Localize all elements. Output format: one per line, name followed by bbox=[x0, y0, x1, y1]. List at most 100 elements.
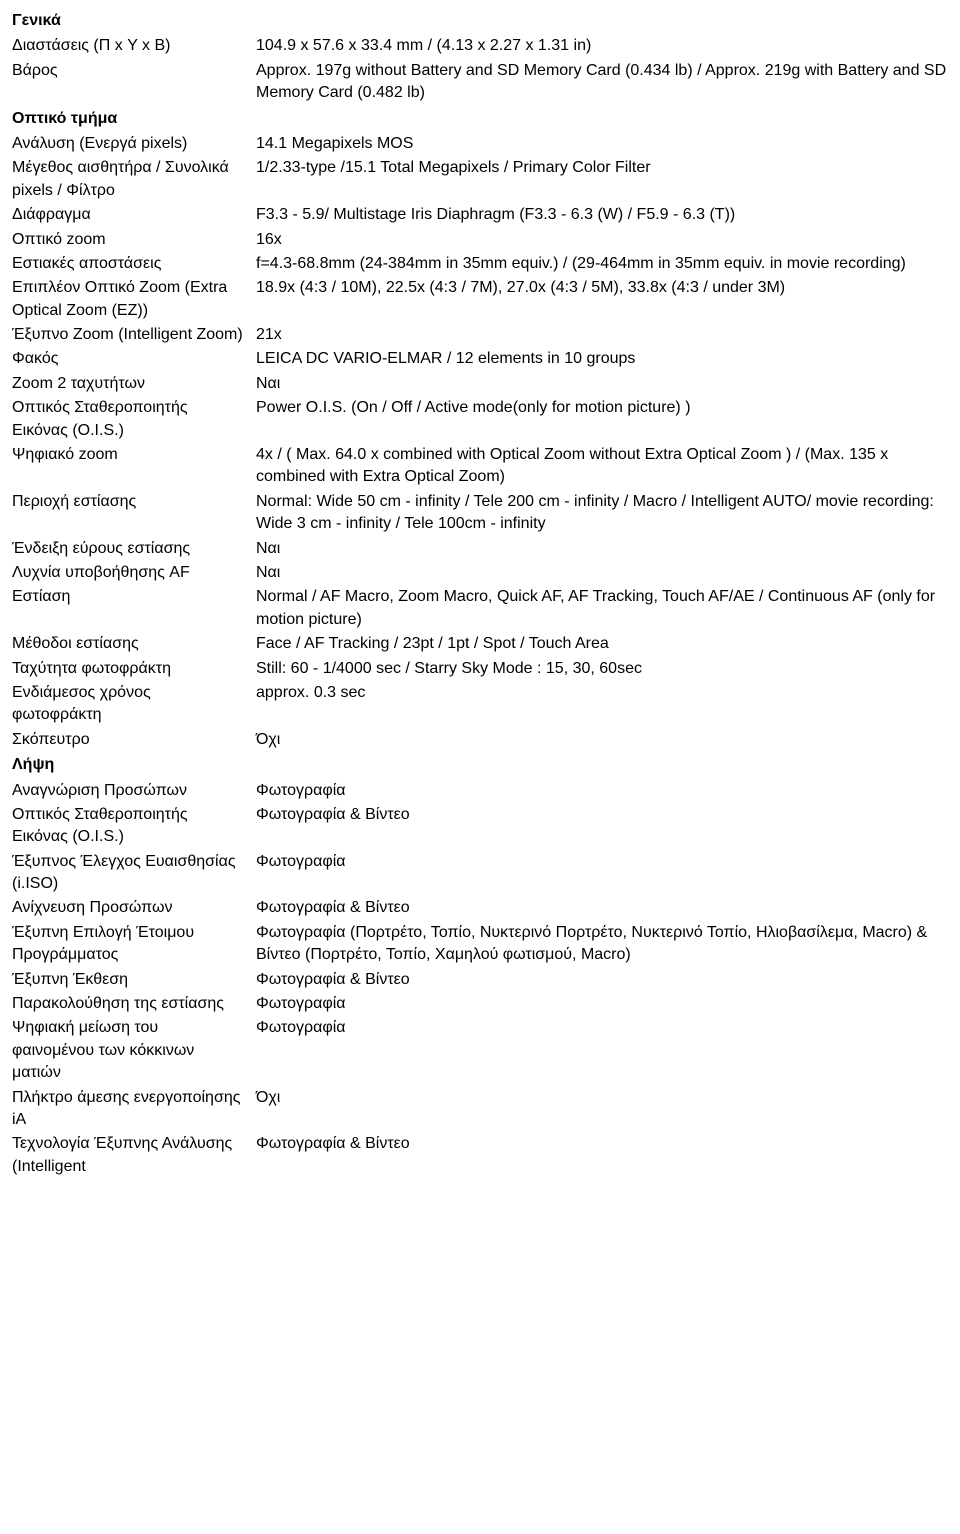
spec-label: Έξυπνη Έκθεση bbox=[12, 968, 252, 992]
spec-row: ΔιάφραγμαF3.3 - 5.9/ Multistage Iris Dia… bbox=[12, 203, 948, 227]
spec-value: Φωτογραφία & Βίντεο bbox=[252, 803, 948, 850]
spec-value: Όχι bbox=[252, 728, 948, 752]
spec-value: LEICA DC VARIO-ELMAR / 12 elements in 10… bbox=[252, 347, 948, 371]
spec-label: Εστιακές αποστάσεις bbox=[12, 252, 252, 276]
spec-row: ΒάροςApprox. 197g without Battery and SD… bbox=[12, 59, 948, 106]
spec-value: Φωτογραφία & Βίντεο bbox=[252, 896, 948, 920]
spec-label: Σκόπευτρο bbox=[12, 728, 252, 752]
spec-row: Ανάλυση (Ενεργά pixels)14.1 Megapixels M… bbox=[12, 132, 948, 156]
spec-row: Μέγεθος αισθητήρα / Συνολικά pixels / Φί… bbox=[12, 156, 948, 203]
spec-row: Ψηφιακό zoom4x / ( Max. 64.0 x combined … bbox=[12, 443, 948, 490]
spec-label: Βάρος bbox=[12, 59, 252, 106]
spec-label: Μέθοδοι εστίασης bbox=[12, 632, 252, 656]
spec-label: Αναγνώριση Προσώπων bbox=[12, 779, 252, 803]
spec-row: Ταχύτητα φωτοφράκτηStill: 60 - 1/4000 se… bbox=[12, 657, 948, 681]
spec-value: Φωτογραφία bbox=[252, 1016, 948, 1085]
spec-value: Φωτογραφία & Βίντεο bbox=[252, 1132, 948, 1179]
spec-value: Φωτογραφία bbox=[252, 992, 948, 1016]
spec-table-general: Διαστάσεις (Π x Υ x Β)104.9 x 57.6 x 33.… bbox=[12, 34, 948, 105]
spec-row: Ψηφιακή μείωση του φαινομένου των κόκκιν… bbox=[12, 1016, 948, 1085]
spec-row: Λυχνία υποβοήθησης AFΝαι bbox=[12, 561, 948, 585]
spec-value: 104.9 x 57.6 x 33.4 mm / (4.13 x 2.27 x … bbox=[252, 34, 948, 58]
spec-value: Power O.I.S. (On / Off / Active mode(onl… bbox=[252, 396, 948, 443]
spec-value: Φωτογραφία & Βίντεο bbox=[252, 968, 948, 992]
spec-label: Έξυπνο Zoom (Intelligent Zoom) bbox=[12, 323, 252, 347]
spec-value: Όχι bbox=[252, 1086, 948, 1133]
spec-row: Έξυπνη Επιλογή Έτοιμου ΠρογράμματοςΦωτογ… bbox=[12, 921, 948, 968]
spec-value: Φωτογραφία bbox=[252, 779, 948, 803]
spec-value: Ναι bbox=[252, 561, 948, 585]
spec-label: Περιοχή εστίασης bbox=[12, 490, 252, 537]
spec-value: Ναι bbox=[252, 537, 948, 561]
spec-value: Normal / AF Macro, Zoom Macro, Quick AF,… bbox=[252, 585, 948, 632]
spec-row: Τεχνολογία Έξυπνης Ανάλυσης (Intelligent… bbox=[12, 1132, 948, 1179]
section-header-optical: Οπτικό τμήμα bbox=[12, 108, 948, 130]
section-header-general: Γενικά bbox=[12, 10, 948, 32]
spec-label: Επιπλέον Οπτικό Zoom (Extra Optical Zoom… bbox=[12, 276, 252, 323]
spec-row: ΣκόπευτροΌχι bbox=[12, 728, 948, 752]
spec-label: Zoom 2 ταχυτήτων bbox=[12, 372, 252, 396]
spec-label: Ενδιάμεσος χρόνος φωτοφράκτη bbox=[12, 681, 252, 728]
spec-label: Έξυπνη Επιλογή Έτοιμου Προγράμματος bbox=[12, 921, 252, 968]
spec-row: Έξυπνη ΈκθεσηΦωτογραφία & Βίντεο bbox=[12, 968, 948, 992]
spec-value: 1/2.33-type /15.1 Total Megapixels / Pri… bbox=[252, 156, 948, 203]
spec-value: F3.3 - 5.9/ Multistage Iris Diaphragm (F… bbox=[252, 203, 948, 227]
spec-label: Ταχύτητα φωτοφράκτη bbox=[12, 657, 252, 681]
spec-label: Ανίχνευση Προσώπων bbox=[12, 896, 252, 920]
spec-value: 18.9x (4:3 / 10M), 22.5x (4:3 / 7M), 27.… bbox=[252, 276, 948, 323]
spec-row: Αναγνώριση ΠροσώπωνΦωτογραφία bbox=[12, 779, 948, 803]
spec-row: Διαστάσεις (Π x Υ x Β)104.9 x 57.6 x 33.… bbox=[12, 34, 948, 58]
spec-value: Normal: Wide 50 cm - infinity / Tele 200… bbox=[252, 490, 948, 537]
spec-value: 16x bbox=[252, 228, 948, 252]
spec-row: Περιοχή εστίασηςNormal: Wide 50 cm - inf… bbox=[12, 490, 948, 537]
spec-label: Ανάλυση (Ενεργά pixels) bbox=[12, 132, 252, 156]
spec-value: approx. 0.3 sec bbox=[252, 681, 948, 728]
spec-label: Οπτικός Σταθεροποιητής Εικόνας (O.I.S.) bbox=[12, 396, 252, 443]
spec-label: Διάφραγμα bbox=[12, 203, 252, 227]
spec-row: Επιπλέον Οπτικό Zoom (Extra Optical Zoom… bbox=[12, 276, 948, 323]
spec-label: Οπτικός Σταθεροποιητής Εικόνας (O.I.S.) bbox=[12, 803, 252, 850]
spec-label: Έξυπνος Έλεγχος Ευαισθησίας (i.ISO) bbox=[12, 850, 252, 897]
spec-table-optical: Ανάλυση (Ενεργά pixels)14.1 Megapixels M… bbox=[12, 132, 948, 752]
spec-table-capture: Αναγνώριση ΠροσώπωνΦωτογραφίαΟπτικός Στα… bbox=[12, 779, 948, 1180]
spec-row: Πλήκτρο άμεσης ενεργοποίησης iAΌχι bbox=[12, 1086, 948, 1133]
spec-label: Εστίαση bbox=[12, 585, 252, 632]
spec-value: Φωτογραφία (Πορτρέτο, Τοπίο, Νυκτερινό Π… bbox=[252, 921, 948, 968]
spec-value: Face / AF Tracking / 23pt / 1pt / Spot /… bbox=[252, 632, 948, 656]
spec-row: Ένδειξη εύρους εστίασηςΝαι bbox=[12, 537, 948, 561]
spec-row: Εστιακές αποστάσειςf=4.3-68.8mm (24-384m… bbox=[12, 252, 948, 276]
spec-label: Παρακολούθηση της εστίασης bbox=[12, 992, 252, 1016]
spec-row: Οπτικός Σταθεροποιητής Εικόνας (O.I.S.)Φ… bbox=[12, 803, 948, 850]
spec-value: Φωτογραφία bbox=[252, 850, 948, 897]
spec-row: Zoom 2 ταχυτήτωνΝαι bbox=[12, 372, 948, 396]
spec-label: Διαστάσεις (Π x Υ x Β) bbox=[12, 34, 252, 58]
spec-label: Τεχνολογία Έξυπνης Ανάλυσης (Intelligent bbox=[12, 1132, 252, 1179]
spec-label: Μέγεθος αισθητήρα / Συνολικά pixels / Φί… bbox=[12, 156, 252, 203]
spec-row: Οπτικό zoom16x bbox=[12, 228, 948, 252]
spec-row: Παρακολούθηση της εστίασηςΦωτογραφία bbox=[12, 992, 948, 1016]
spec-label: Ψηφιακή μείωση του φαινομένου των κόκκιν… bbox=[12, 1016, 252, 1085]
spec-row: Οπτικός Σταθεροποιητής Εικόνας (O.I.S.)P… bbox=[12, 396, 948, 443]
spec-document: Γενικά Διαστάσεις (Π x Υ x Β)104.9 x 57.… bbox=[12, 10, 948, 1179]
spec-row: Ανίχνευση ΠροσώπωνΦωτογραφία & Βίντεο bbox=[12, 896, 948, 920]
spec-value: 21x bbox=[252, 323, 948, 347]
spec-row: ΕστίασηNormal / AF Macro, Zoom Macro, Qu… bbox=[12, 585, 948, 632]
spec-label: Οπτικό zoom bbox=[12, 228, 252, 252]
spec-label: Ψηφιακό zoom bbox=[12, 443, 252, 490]
section-header-capture: Λήψη bbox=[12, 754, 948, 776]
spec-value: Ναι bbox=[252, 372, 948, 396]
spec-row: Έξυπνο Zoom (Intelligent Zoom)21x bbox=[12, 323, 948, 347]
spec-value: 4x / ( Max. 64.0 x combined with Optical… bbox=[252, 443, 948, 490]
spec-label: Πλήκτρο άμεσης ενεργοποίησης iA bbox=[12, 1086, 252, 1133]
spec-value: Approx. 197g without Battery and SD Memo… bbox=[252, 59, 948, 106]
spec-value: f=4.3-68.8mm (24-384mm in 35mm equiv.) /… bbox=[252, 252, 948, 276]
spec-value: 14.1 Megapixels MOS bbox=[252, 132, 948, 156]
spec-row: Έξυπνος Έλεγχος Ευαισθησίας (i.ISO)Φωτογ… bbox=[12, 850, 948, 897]
spec-row: Μέθοδοι εστίασηςFace / AF Tracking / 23p… bbox=[12, 632, 948, 656]
spec-label: Φακός bbox=[12, 347, 252, 371]
spec-label: Ένδειξη εύρους εστίασης bbox=[12, 537, 252, 561]
spec-label: Λυχνία υποβοήθησης AF bbox=[12, 561, 252, 585]
spec-row: ΦακόςLEICA DC VARIO-ELMAR / 12 elements … bbox=[12, 347, 948, 371]
spec-value: Still: 60 - 1/4000 sec / Starry Sky Mode… bbox=[252, 657, 948, 681]
spec-row: Ενδιάμεσος χρόνος φωτοφράκτηapprox. 0.3 … bbox=[12, 681, 948, 728]
